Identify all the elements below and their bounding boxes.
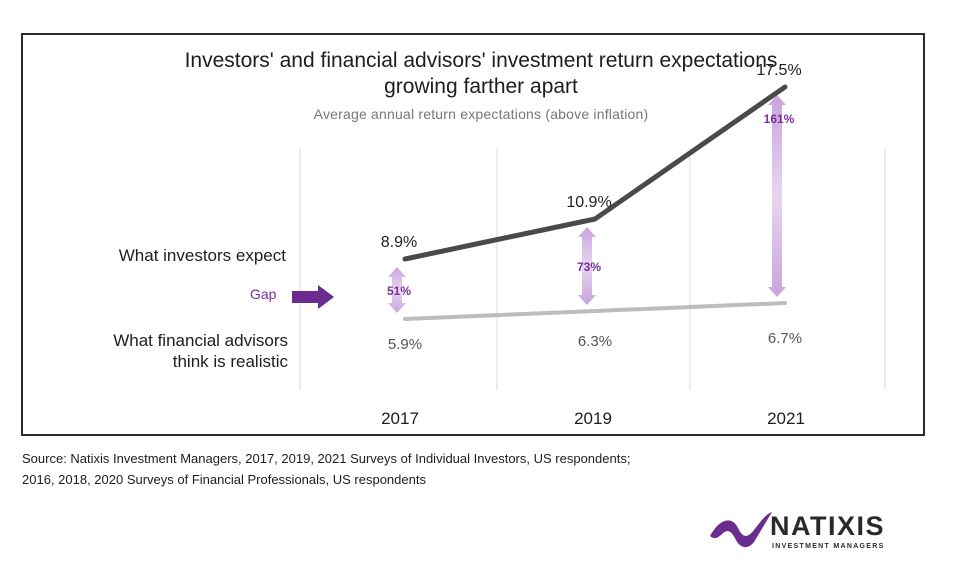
chart-title-line-2: growing farther apart (384, 75, 578, 98)
natixis-logo-icon (710, 512, 772, 548)
advisor-value-2019: 6.3% (578, 333, 612, 350)
series-label-advisors: What financial advisors think is realist… (40, 330, 288, 372)
source-line-1: Source: Natixis Investment Managers, 201… (22, 451, 631, 466)
investor-value-2017: 8.9% (381, 234, 417, 251)
gap-value-2017: 51% (387, 284, 411, 298)
grid-lines (299, 148, 886, 390)
series-label-investors: What investors expect (118, 246, 286, 265)
series-line-investors (402, 84, 788, 262)
chart-subtitle: Average annual return expectations (abov… (313, 106, 649, 122)
data-labels: 51% 73% 161% 8.9% 10.9% 17.5% 5.9% 6.3% 6.7% (381, 62, 802, 353)
source-line-2: 2016, 2018, 2020 Surveys of Financial Pr… (22, 472, 426, 487)
gap-arrow-2021 (768, 95, 786, 297)
gap-value-2021: 161% (764, 112, 795, 126)
series-lines (402, 84, 788, 321)
chart-title: Investors' and financial advisors' inves… (0, 48, 962, 100)
source-note: Source: Natixis Investment Managers, 201… (22, 448, 902, 490)
gap-arrows (388, 95, 786, 313)
series-line-advisors (403, 301, 787, 321)
advisor-value-2017: 5.9% (388, 336, 422, 353)
gap-value-2019: 73% (577, 260, 601, 274)
x-tick-2019: 2019 (574, 409, 612, 428)
advisor-value-2021: 6.7% (768, 330, 802, 347)
series-label-advisors-line-1: What financial advisors (113, 331, 288, 350)
logo-subtitle: INVESTMENT MANAGERS (772, 543, 885, 550)
x-axis-ticks: 2017 2019 2021 (381, 409, 805, 428)
gap-label: Gap (250, 286, 277, 302)
gap-pointer-arrow-icon (292, 285, 334, 309)
gap-arrow-2017 (388, 267, 406, 313)
investor-value-2021: 17.5% (756, 62, 801, 79)
chart-title-line-1: Investors' and financial advisors' inves… (184, 49, 778, 72)
logo-wordmark: NATIXIS (770, 511, 886, 541)
x-tick-2017: 2017 (381, 409, 419, 428)
investor-value-2019: 10.9% (566, 194, 611, 211)
gap-arrow-2019 (578, 227, 596, 305)
series-label-advisors-line-2: think is realistic (172, 352, 288, 371)
x-tick-2021: 2021 (767, 409, 805, 428)
